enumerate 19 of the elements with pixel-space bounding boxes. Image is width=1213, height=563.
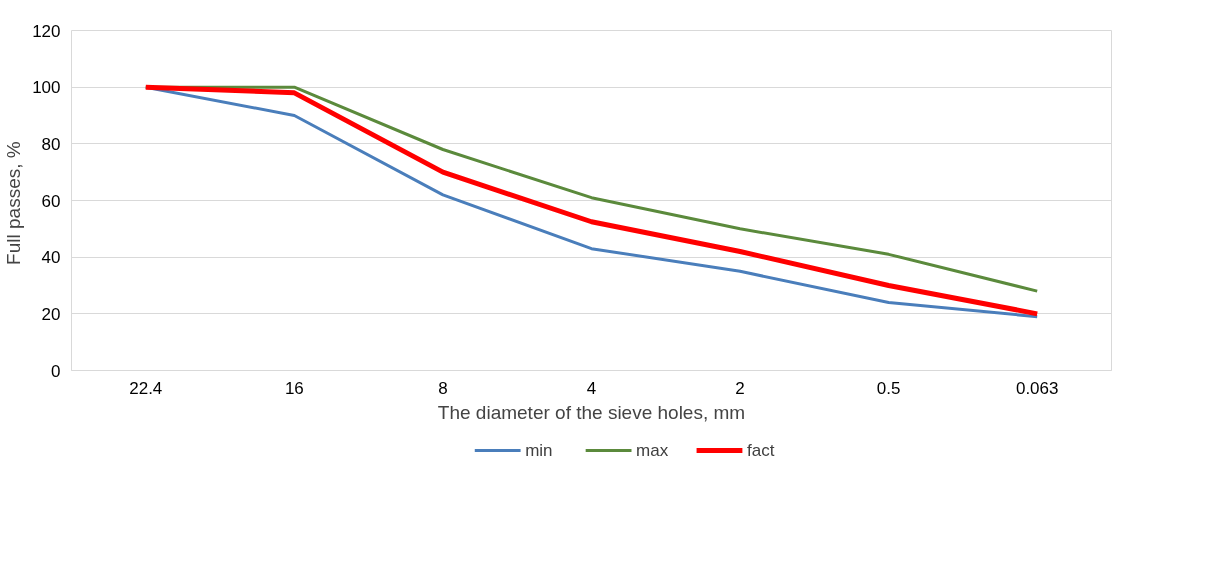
y-tick-label: 60 — [41, 191, 61, 211]
y-axis-title: Full passes, % — [3, 141, 25, 265]
x-tick-label: 4 — [586, 378, 597, 398]
x-tick-label: 22.4 — [129, 378, 163, 398]
y-tick-label: 0 — [51, 361, 61, 381]
x-tick-label: 8 — [438, 378, 448, 398]
x-tick-label: 0.063 — [1015, 378, 1059, 398]
x-tick-label: 2 — [735, 378, 745, 398]
x-tick-label: 0.5 — [876, 378, 901, 398]
y-tick-label: 80 — [41, 134, 61, 154]
x-tick-label: 16 — [284, 378, 304, 398]
legend-label: max — [636, 441, 669, 460]
y-tick-label: 120 — [32, 21, 61, 41]
legend-label: min — [525, 441, 553, 460]
y-tick-label: 40 — [41, 248, 61, 268]
legend-label: fact — [746, 441, 775, 460]
x-axis-title: The diameter of the sieve holes, mm — [437, 401, 746, 423]
y-tick-label: 20 — [41, 304, 61, 324]
y-tick-label: 100 — [32, 78, 61, 98]
